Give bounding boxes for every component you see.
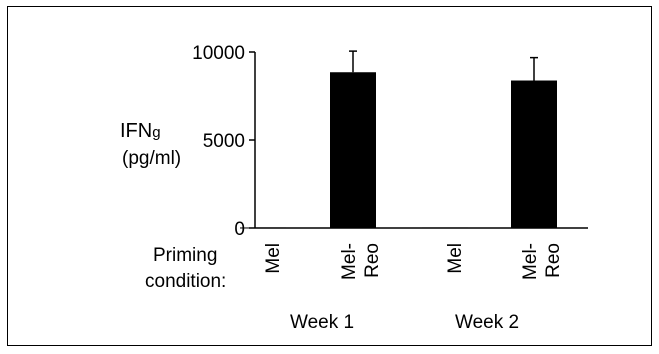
y-axis-label-main: IFN: [120, 120, 153, 142]
group-label-week-1: Week 1: [290, 312, 355, 333]
y-tick-label: 5000: [203, 131, 245, 152]
category-label: Mel-: [520, 243, 541, 280]
y-axis-label-line2: (pg/ml): [122, 148, 182, 169]
priming-label-line1: Priming: [153, 245, 218, 266]
group-label-week-2: Week 2: [455, 312, 520, 333]
category-label: Reo: [543, 243, 564, 278]
bar: [511, 80, 557, 229]
y-ticks: 10000 5000 0: [192, 43, 255, 240]
bars: [240, 50, 557, 229]
category-label: Mel: [263, 243, 284, 274]
bar: [240, 227, 286, 229]
bar: [330, 72, 376, 229]
bar: [422, 227, 468, 229]
y-tick-label: 10000: [192, 43, 245, 64]
category-label: Mel-: [339, 243, 360, 280]
category-label: Reo: [362, 243, 383, 278]
category-labels: Mel Mel- Reo Mel Mel- Reo: [263, 243, 564, 280]
y-tick-label: 0: [234, 219, 245, 240]
priming-label-line2: condition:: [145, 271, 227, 292]
category-label: Mel: [445, 243, 466, 274]
y-axis-label-line1: IFNg: [120, 119, 161, 145]
y-axis-label-subscript: g: [152, 124, 161, 141]
